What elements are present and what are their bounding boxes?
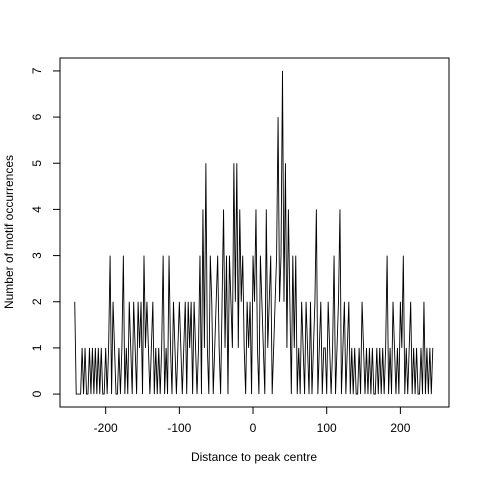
x-tick-label: -100 [167,421,191,435]
y-tick-label: 4 [30,206,44,213]
x-axis-label: Distance to peak centre [191,450,317,464]
y-tick-label: 6 [30,113,44,120]
data-line [74,70,434,395]
y-tick-label: 3 [30,252,44,259]
y-tick-label: 2 [30,298,44,305]
x-tick-label: 100 [317,421,337,435]
x-tick-label: -200 [94,421,118,435]
x-tick-label: 200 [390,421,410,435]
y-tick-label: 0 [30,390,44,397]
y-tick-label: 5 [30,160,44,167]
x-tick-label: 0 [250,421,257,435]
y-tick-label: 1 [30,344,44,351]
y-tick-label: 7 [30,67,44,74]
y-axis-label: Number of motif occurrences [2,155,16,309]
